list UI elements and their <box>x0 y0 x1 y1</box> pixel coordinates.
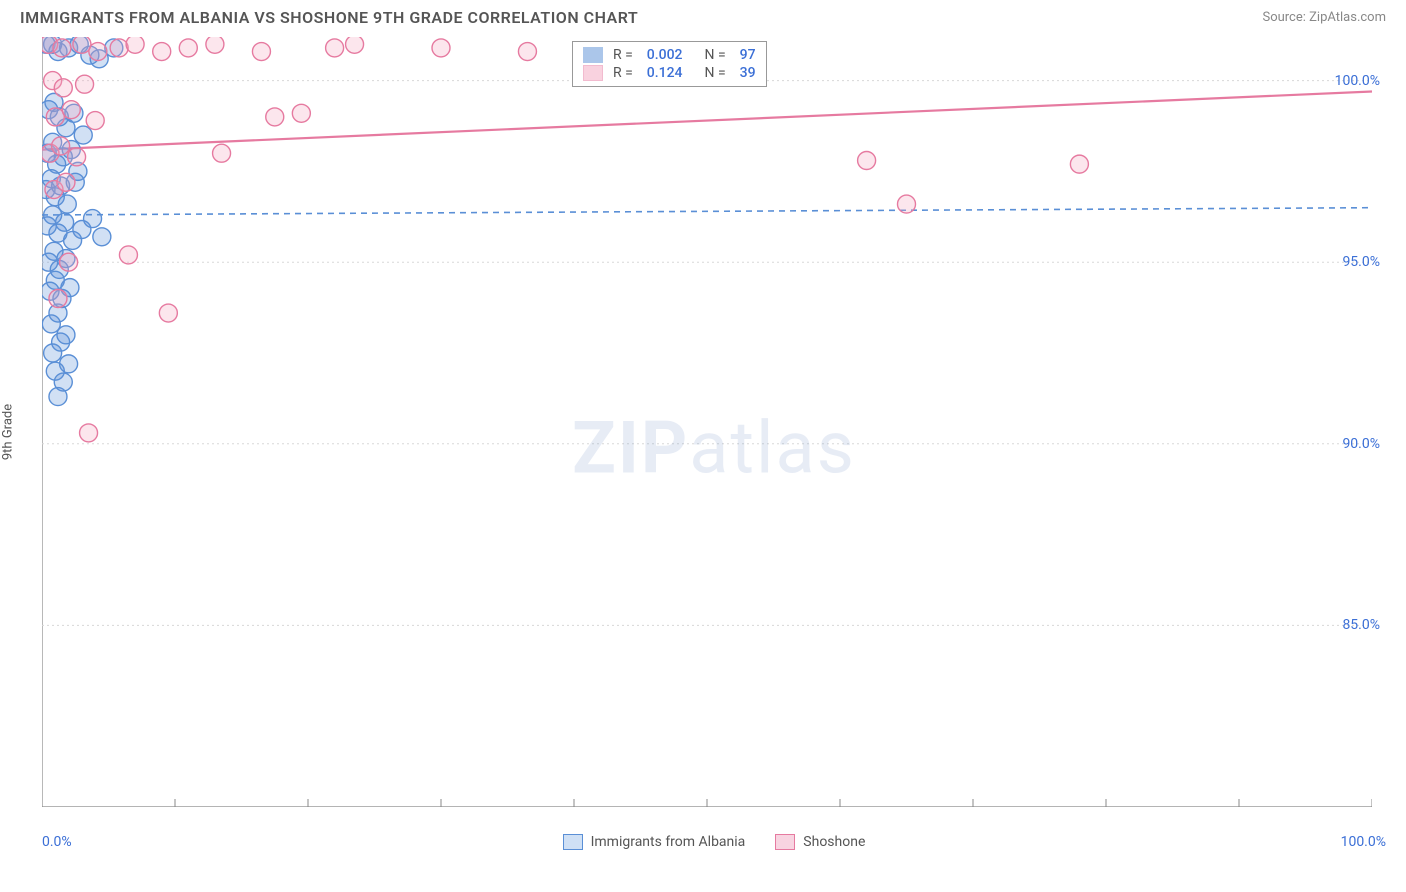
legend-label: Immigrants from Albania <box>591 834 746 850</box>
legend-item: Immigrants from Albania <box>563 834 746 850</box>
legend-item: Shoshone <box>775 834 865 850</box>
stats-legend-row: R =0.124N =39 <box>583 64 756 82</box>
y-tick-label: 85.0% <box>1310 617 1380 633</box>
legend-swatch <box>775 834 795 850</box>
legend-swatch <box>583 65 603 81</box>
x-min-label: 0.0% <box>42 834 72 850</box>
legend-swatch <box>583 47 603 63</box>
chart-title: IMMIGRANTS FROM ALBANIA VS SHOSHONE 9TH … <box>20 8 638 27</box>
chart-area: 9th Grade ZIPatlas R =0.002N =97R =0.124… <box>42 37 1386 827</box>
stats-legend-row: R =0.002N =97 <box>583 46 756 64</box>
y-tick-label: 100.0% <box>1310 73 1380 89</box>
series-legend: Immigrants from Albania Shoshone <box>563 834 866 850</box>
scatter-plot <box>42 37 1372 807</box>
y-tick-label: 90.0% <box>1310 436 1380 452</box>
legend-swatch <box>563 834 583 850</box>
stats-legend: R =0.002N =97R =0.124N =39 <box>572 41 767 87</box>
source-attribution: Source: ZipAtlas.com <box>1262 10 1386 25</box>
x-max-label: 100.0% <box>1341 834 1386 850</box>
y-tick-label: 95.0% <box>1310 254 1380 270</box>
y-axis-label: 9th Grade <box>1 404 16 460</box>
x-axis-row: 0.0% Immigrants from Albania Shoshone 100… <box>42 827 1386 857</box>
legend-label: Shoshone <box>803 834 865 850</box>
